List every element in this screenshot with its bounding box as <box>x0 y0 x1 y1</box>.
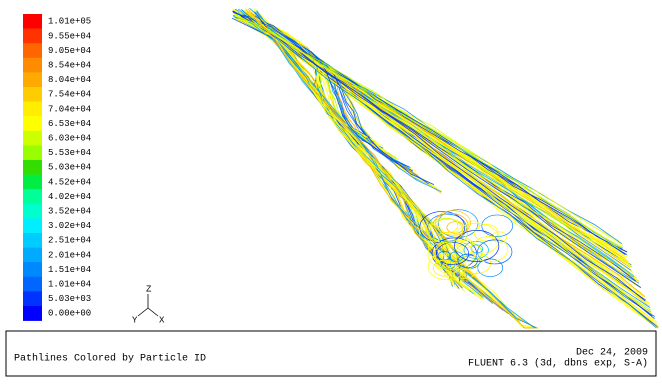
color-swatch <box>23 102 42 117</box>
color-swatch <box>23 29 42 44</box>
color-swatch <box>23 160 42 175</box>
color-swatch <box>23 58 42 73</box>
color-swatch <box>23 175 42 190</box>
background <box>0 0 662 381</box>
color-swatch <box>23 262 42 277</box>
colorbar-label: 1.51e+04 <box>48 265 91 275</box>
triad-label: X <box>159 315 165 325</box>
colorbar-label: 3.52e+04 <box>48 206 91 216</box>
color-swatch <box>23 189 42 204</box>
footer-solver: FLUENT 6.3 (3d, dbns exp, S-A) <box>468 358 648 370</box>
color-swatch <box>23 43 42 58</box>
colorbar: 1.01e+05 9.55e+04 9.05e+04 8.54e+04 8.04e+04… <box>23 14 91 321</box>
colorbar-label: 5.03e+04 <box>48 163 91 173</box>
colorbar-label: 8.04e+04 <box>48 75 91 85</box>
colorbar-label: 7.54e+04 <box>48 90 91 100</box>
color-swatch <box>23 233 42 248</box>
color-swatch <box>23 145 42 160</box>
color-swatch <box>23 218 42 233</box>
footer-title: Pathlines Colored by Particle ID <box>14 353 206 365</box>
color-swatch <box>23 87 42 102</box>
colorbar-label: 5.03e+03 <box>48 294 91 304</box>
colorbar-label: 1.01e+04 <box>48 279 91 289</box>
colorbar-label: 7.04e+04 <box>48 104 91 114</box>
fluent-window: 1.01e+05 9.55e+04 9.05e+04 8.54e+04 8.04e+04… <box>0 0 662 381</box>
color-swatch <box>23 306 42 321</box>
colorbar-label: 2.01e+04 <box>48 250 91 260</box>
colorbar-label: 9.55e+04 <box>48 31 91 41</box>
triad-label: Z <box>146 284 152 294</box>
page: 1.01e+05 9.55e+04 9.05e+04 8.54e+04 8.04e+04… <box>0 0 662 386</box>
colorbar-label: 4.52e+04 <box>48 177 91 187</box>
color-swatch <box>23 291 42 306</box>
colorbar-label: 1.01e+05 <box>48 17 91 27</box>
colorbar-label: 0.00e+00 <box>48 309 91 319</box>
colorbar-label: 8.54e+04 <box>48 60 91 70</box>
colorbar-label: 9.05e+04 <box>48 46 91 56</box>
color-swatch <box>23 116 42 131</box>
colorbar-label: 2.51e+04 <box>48 236 91 246</box>
colorbar-label: 3.02e+04 <box>48 221 91 231</box>
colorbar-label: 4.02e+04 <box>48 192 91 202</box>
color-swatch <box>23 248 42 263</box>
colorbar-label: 5.53e+04 <box>48 148 91 158</box>
colorbar-label: 6.53e+04 <box>48 119 91 129</box>
color-swatch <box>23 204 42 219</box>
footer-date: Dec 24, 2009 <box>576 348 648 359</box>
triad-label: Y <box>132 315 138 325</box>
color-swatch <box>23 14 42 29</box>
colorbar-label: 6.03e+04 <box>48 133 91 143</box>
color-swatch <box>23 277 42 292</box>
color-swatch <box>23 131 42 146</box>
color-swatch <box>23 72 42 87</box>
